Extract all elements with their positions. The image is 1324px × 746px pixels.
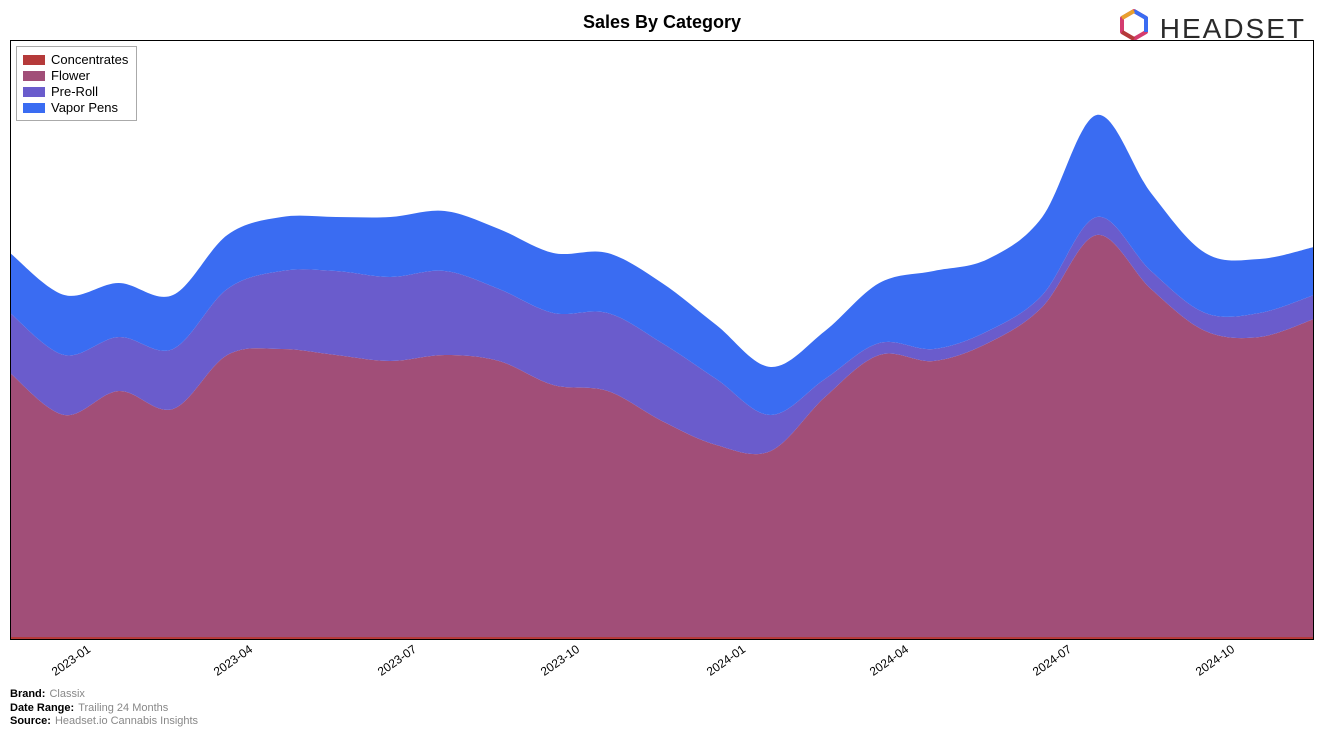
legend-swatch xyxy=(23,103,45,113)
footer-brand-value: Classix xyxy=(49,688,84,701)
legend-swatch xyxy=(23,87,45,97)
chart-plot-area: ConcentratesFlowerPre-RollVapor Pens xyxy=(10,40,1314,640)
legend-swatch xyxy=(23,55,45,65)
x-axis-label: 2024-04 xyxy=(867,642,911,679)
x-axis-label: 2023-04 xyxy=(211,642,255,679)
legend-item: Concentrates xyxy=(23,52,128,67)
footer-date-range-label: Date Range: xyxy=(10,702,74,715)
legend-label: Flower xyxy=(51,68,90,83)
footer-source-value: Headset.io Cannabis Insights xyxy=(55,715,198,728)
legend-label: Pre-Roll xyxy=(51,84,98,99)
chart-svg xyxy=(10,40,1314,640)
x-axis-label: 2023-10 xyxy=(538,642,582,679)
footer-brand-label: Brand: xyxy=(10,688,45,701)
legend-item: Pre-Roll xyxy=(23,84,128,99)
legend-label: Vapor Pens xyxy=(51,100,118,115)
x-axis-label: 2023-01 xyxy=(49,642,93,679)
x-axis-label: 2024-01 xyxy=(704,642,748,679)
footer-source-label: Source: xyxy=(10,715,51,728)
chart-footer: Brand: Classix Date Range: Trailing 24 M… xyxy=(10,688,198,728)
legend: ConcentratesFlowerPre-RollVapor Pens xyxy=(16,46,137,121)
legend-label: Concentrates xyxy=(51,52,128,67)
area-series xyxy=(10,637,1314,640)
chart-title: Sales By Category xyxy=(583,12,741,33)
x-axis-label: 2024-07 xyxy=(1030,642,1074,679)
x-axis-labels: 2023-01 2023-04 2023-07 2023-10 2024-01 2024-… xyxy=(10,642,1314,692)
footer-source: Source: Headset.io Cannabis Insights xyxy=(10,715,198,728)
footer-date-range-value: Trailing 24 Months xyxy=(78,702,168,715)
x-axis-label: 2023-07 xyxy=(375,642,419,679)
legend-item: Vapor Pens xyxy=(23,100,128,115)
x-axis-label: 2024-10 xyxy=(1193,642,1237,679)
legend-swatch xyxy=(23,71,45,81)
legend-item: Flower xyxy=(23,68,128,83)
footer-brand: Brand: Classix xyxy=(10,688,198,701)
footer-date-range: Date Range: Trailing 24 Months xyxy=(10,702,198,715)
